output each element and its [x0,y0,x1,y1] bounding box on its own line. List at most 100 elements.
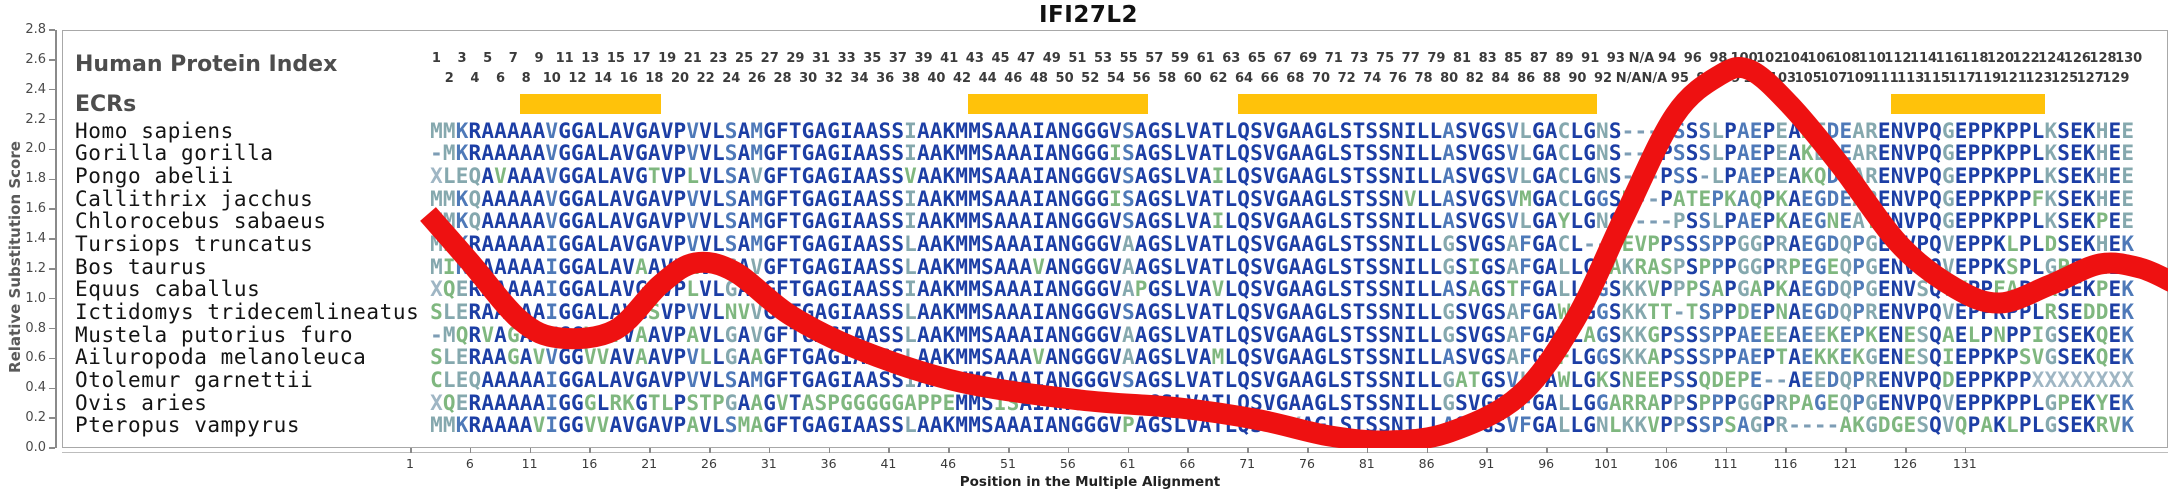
residue: V [1109,300,1122,325]
x-tick-mark [1067,448,1070,453]
residue: P [1724,232,1737,256]
residue: K [2044,118,2058,143]
residue: A [993,300,1007,325]
residue: K [622,390,635,415]
residue: S [1250,390,1263,415]
residue: G [1480,345,1494,370]
residue: Q [1839,390,1853,415]
residue: X [2108,368,2122,393]
residue: A [506,413,520,438]
residue: T [1352,413,1366,438]
residue: G [583,390,597,415]
residue: N [1057,322,1071,347]
residue: V [1903,141,1917,166]
residue: S [1916,277,1929,302]
residue: X [1288,413,1302,438]
residue: L [1173,413,1186,438]
residue: A [1288,300,1302,325]
residue: - [1608,232,1622,256]
residue: M [750,186,764,211]
residue: A [519,186,533,211]
residue: A [506,186,520,211]
residue: M [955,322,969,347]
index-number: 27 [760,51,779,66]
residue: K [1621,413,1635,438]
residue: G [571,254,584,279]
index-number: 102 [1756,51,1784,66]
residue: E [1954,186,1968,211]
residue: C [1557,232,1571,256]
residue: P [1660,345,1673,370]
residue: Q [1839,300,1853,325]
y-tick-label: 1.2 [25,260,46,276]
residue: S [1339,141,1353,166]
residue: G [891,390,904,415]
residue: V [1941,254,1955,279]
residue: L [442,163,456,188]
residue: P [1916,118,1929,143]
residue: K [1993,368,2006,393]
residue: G [1070,368,1084,393]
residue: V [596,322,610,347]
residue: E [942,390,956,415]
residue: A [583,368,597,393]
index-number: 83 [1478,51,1497,66]
residue: A [1006,141,1020,166]
residue: A [737,390,751,415]
residue: L [1519,163,1532,188]
residue: A [647,345,661,370]
residue: A [647,277,661,302]
residue: S [1365,141,1379,166]
residue: L [1173,141,1186,166]
residue: V [1903,186,1917,211]
residue: K [1634,345,1648,370]
residue: R [1775,413,1789,438]
residue: F [776,413,789,438]
residue: P [1660,277,1673,302]
residue: E [1877,300,1891,325]
residue: G [571,390,584,415]
residue: K [1993,300,2006,325]
residue: E [2121,118,2134,143]
x-tick-label: 106 [1653,456,1678,471]
residue: G [1147,186,1161,211]
residue: A [1544,209,1558,234]
residue: H [2095,186,2109,211]
residue: K [2082,209,2096,234]
residue: Q [1749,186,1763,211]
residue: P [2018,118,2032,143]
residue: K [1852,345,1865,370]
residue: X [2057,368,2070,393]
residue: A [506,390,520,415]
residue: P [1724,300,1737,325]
residue: Q [468,368,482,393]
residue: V [1262,390,1276,415]
residue: I [904,141,917,166]
residue: T [1211,186,1225,211]
residue: A [1045,300,1058,325]
residue: S [1698,118,1712,143]
residue: L [1173,345,1186,370]
residue: V [2031,345,2045,370]
residue: G [571,209,584,234]
residue: S [1916,413,1929,438]
residue: A [993,186,1007,211]
residue: L [1173,300,1186,325]
residue: V [1186,322,1199,347]
residue: A [1019,209,1033,234]
species-name: Equus caballus [75,277,261,302]
residue: A [1045,322,1058,347]
residue: S [981,345,994,370]
residue: A [852,209,866,234]
residue: S [1250,368,1263,393]
residue: L [1326,413,1340,438]
residue: L [1570,118,1584,143]
residue: P [1660,118,1673,143]
residue: V [1262,345,1276,370]
residue: S [1160,413,1174,438]
residue: E [1826,390,1840,415]
x-tick-mark [828,448,831,453]
residue: L [904,345,917,370]
residue: V [750,163,764,188]
residue: A [852,254,866,279]
